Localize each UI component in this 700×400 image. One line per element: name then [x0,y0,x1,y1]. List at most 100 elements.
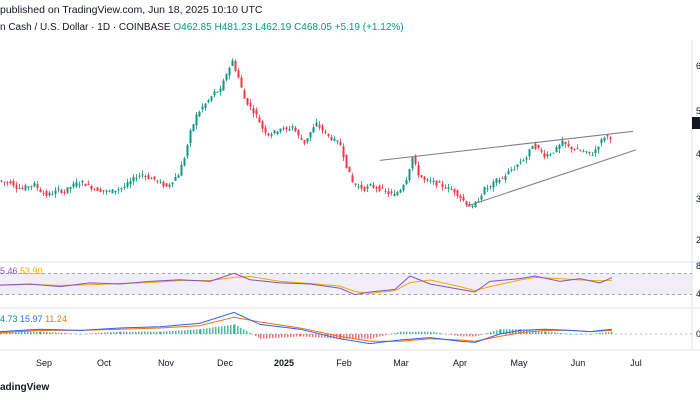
macd-histogram-bar [306,334,308,337]
macd-histogram-bar [184,330,186,334]
candle-body [330,136,333,141]
macd-histogram-bar [79,333,81,335]
candle-body [411,157,414,169]
candle-body [276,131,279,134]
candle-body [405,180,408,185]
macd-histogram-bar [318,334,320,338]
macd-histogram-bar [193,329,195,334]
y-tick-label: 4 [696,289,700,299]
macd-histogram-bar [554,332,556,334]
macd-histogram-bar [590,334,592,335]
candle-body [426,179,429,181]
macd-histogram-bar [506,329,508,334]
macd-histogram-bar [451,334,453,335]
macd-histogram-bar [252,334,254,335]
macd-histogram-bar [67,333,69,334]
x-tick-label: Feb [336,358,352,368]
macd-histogram-bar [150,331,152,334]
candle-body [24,185,27,191]
rsi-line [0,272,613,296]
candle-body [528,149,531,157]
macd-histogram-bar [406,331,408,334]
macd-histogram-bar [611,331,613,334]
macd-histogram-bar [509,329,511,334]
wedge-lower-trendline [465,149,637,207]
candle-body [498,180,501,183]
macd-histogram-bar [376,334,378,338]
macd-histogram-bar [496,330,498,334]
macd-histogram-bar [333,334,335,339]
candle-body [462,196,465,201]
x-tick-label: Nov [158,358,175,368]
macd-histogram-bar [608,332,610,334]
macd-histogram-bar [300,334,302,337]
macd-histogram-bar [178,330,180,334]
macd-histogram-bar [129,331,131,334]
macd-histogram-bar [312,334,314,338]
macd-histogram-bar [382,334,384,336]
macd-histogram-bar [132,331,134,334]
macd-histogram-bar [243,329,245,334]
macd-histogram-bar [221,326,223,334]
macd-histogram-bar [209,327,211,334]
candle-body [156,180,159,182]
macd-histogram-bar [119,331,121,334]
candle-body [579,150,582,152]
candle-body [3,181,6,183]
y-tick-label: 3 [696,194,700,204]
y-tick-label: 0 [696,329,700,339]
macd-histogram-bar [566,333,568,335]
candle-body [420,175,423,178]
y-tick-label: 2 [696,235,700,245]
macd-histogram-bar [49,332,51,334]
macd-histogram-bar [160,331,162,334]
macd-histogram-bar [579,334,581,335]
candle-body [480,195,483,200]
candle-body [366,186,369,189]
candle-body [198,111,201,117]
candle-body [567,144,570,146]
macd-histogram-bar [30,331,32,334]
macd-histogram-bar [233,324,235,334]
candle-body [210,96,213,101]
macd-histogram-bar [123,331,125,334]
macd-histogram-bar [391,333,393,335]
last-price-tag [692,117,700,129]
macd-histogram-bar [454,334,456,336]
candle-body [93,189,96,191]
macd-histogram-bar [156,331,158,334]
candle-body [165,183,168,187]
macd-histogram-bar [309,334,311,337]
candle-body [66,187,69,193]
macd-histogram-bar [89,333,91,334]
macd-histogram-bar [24,331,26,334]
macd-line [0,311,613,345]
candle-body [0,180,3,182]
candle-body [543,153,546,158]
macd-histogram-bar [541,331,543,334]
macd-histogram-bar [588,334,590,335]
candle-body [111,189,114,194]
candle-body [15,185,18,189]
macd-histogram-bar [175,330,177,334]
candle-body [135,178,138,180]
macd-histogram-bar [113,332,115,334]
macd-signal-value: 11.24 [45,314,67,324]
candle-body [303,139,306,144]
candle-body [42,192,45,194]
candle-body [360,184,363,189]
candle-body [417,165,420,176]
candle-body [240,77,243,88]
candle-body [183,158,186,166]
candle-body [12,180,15,186]
x-tick-label: Apr [453,358,467,368]
x-tick-label: Mar [393,358,409,368]
candle-body [174,177,177,181]
candle-body [228,67,231,76]
candle-body [591,155,594,157]
candle-body [399,189,402,193]
candle-body [483,187,486,195]
macd-histogram-bar [269,334,271,339]
macd-histogram-bar [135,331,137,334]
